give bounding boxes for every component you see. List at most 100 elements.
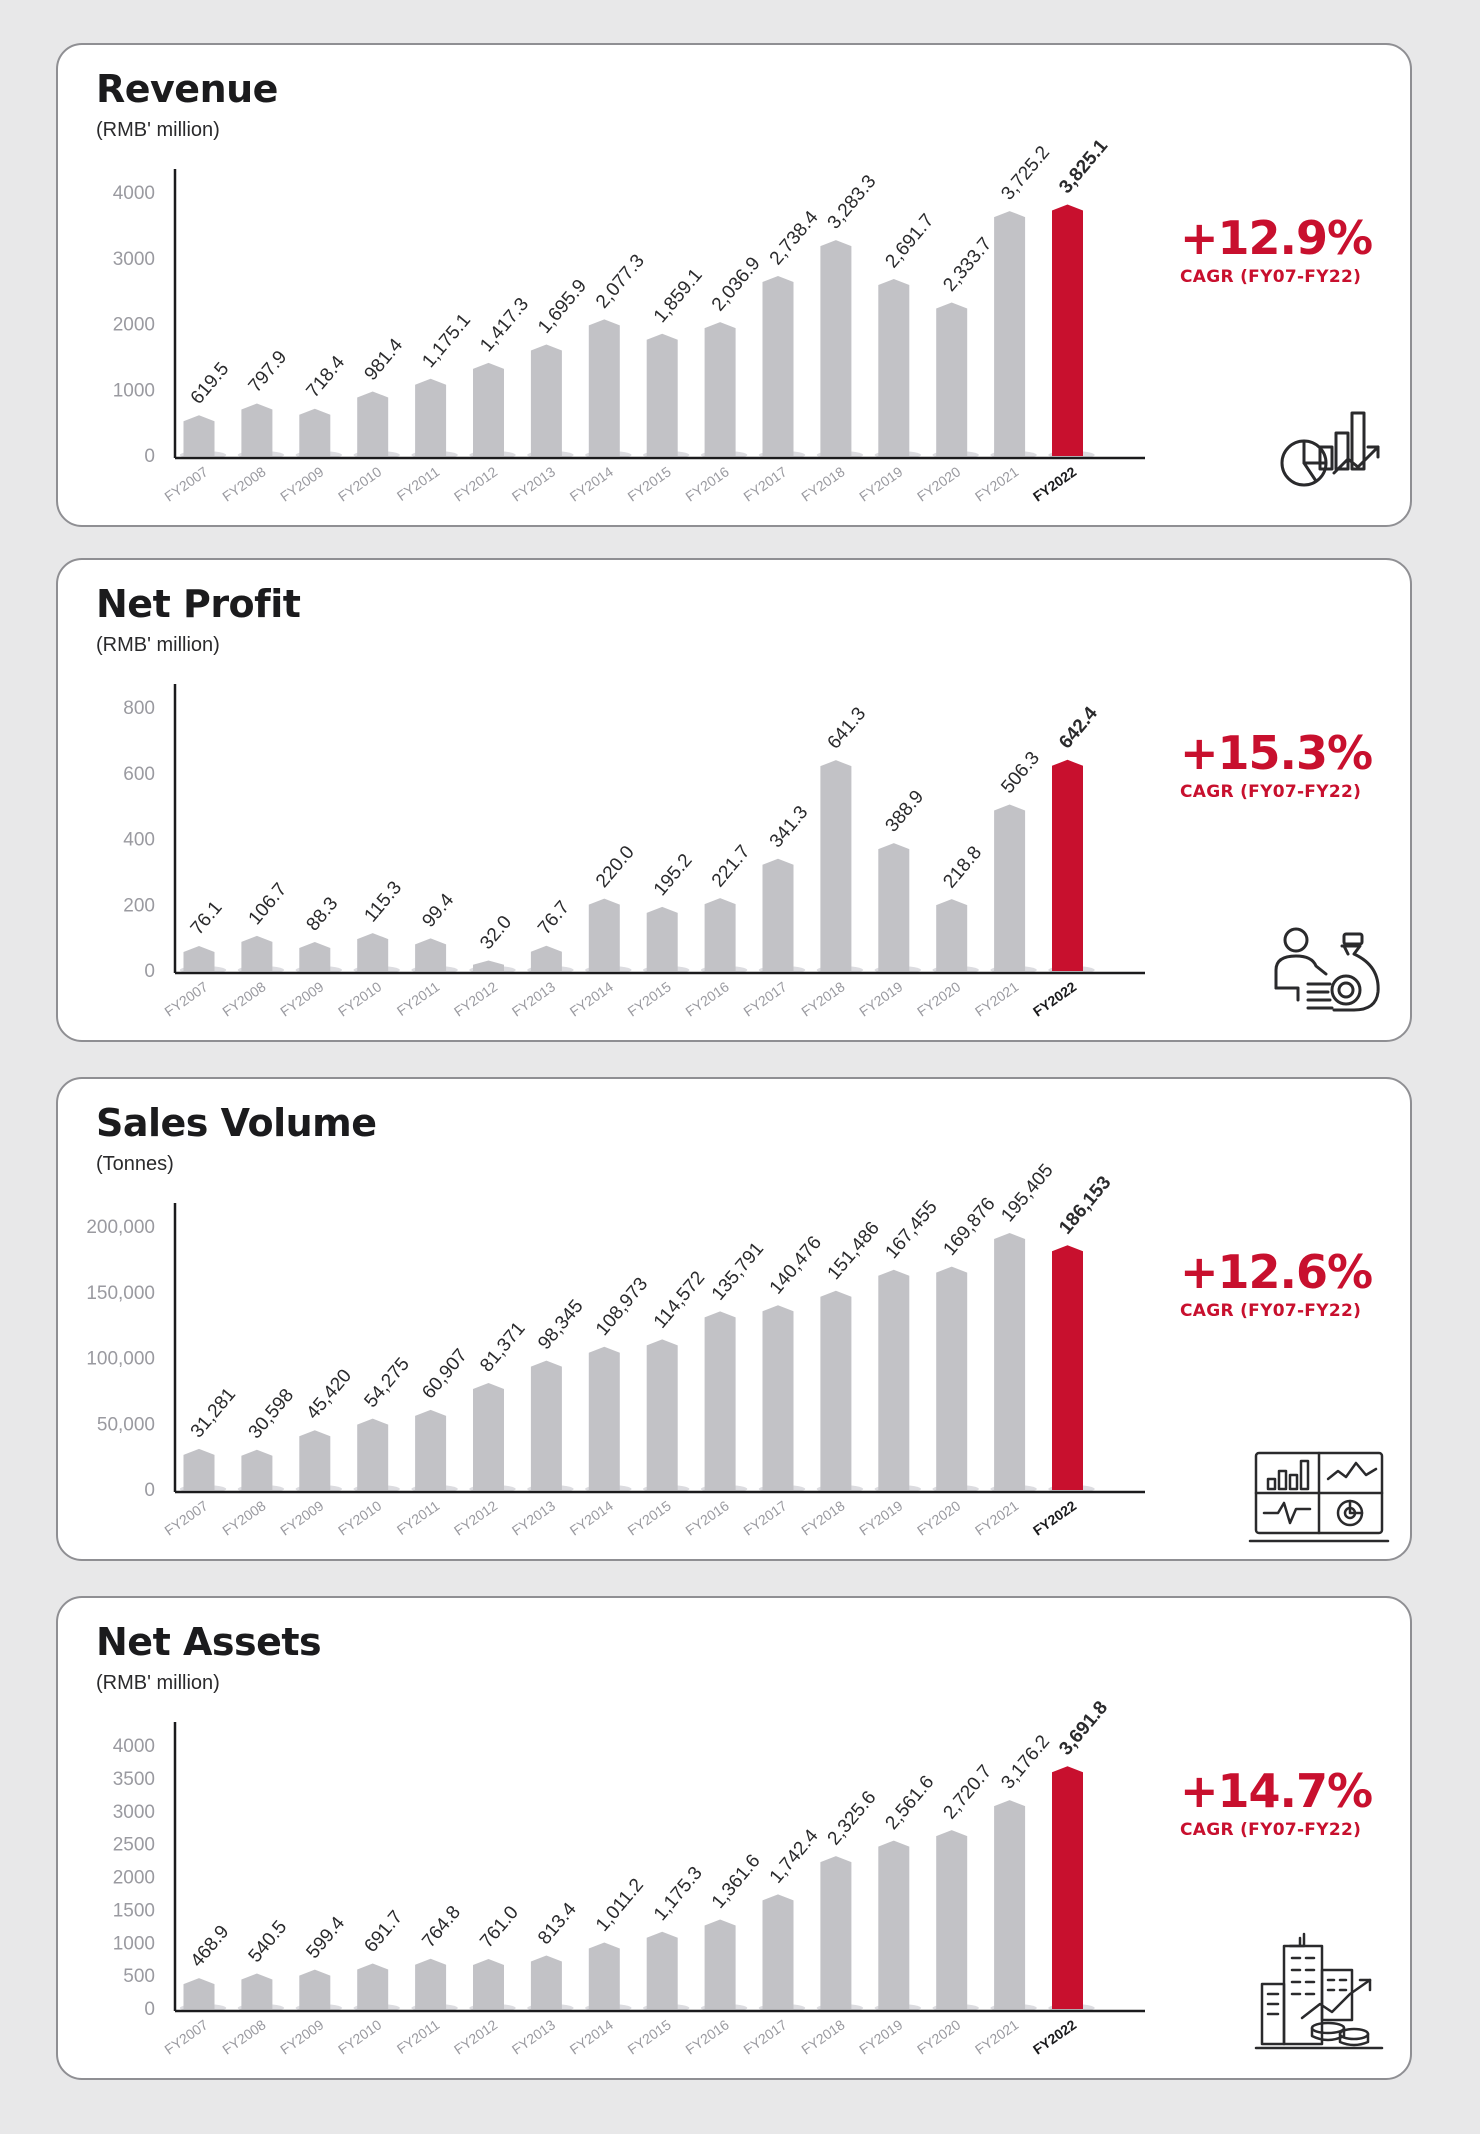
net-assets-title: Net Assets [96, 1620, 322, 1664]
value-label: 45,420 [303, 1365, 356, 1423]
value-label: 3,725.2 [997, 142, 1054, 204]
value-label: 220.0 [592, 842, 639, 892]
value-label: 135,791 [708, 1239, 768, 1305]
value-label: 54,275 [360, 1354, 413, 1412]
category-label: FY2012 [451, 978, 501, 1019]
bar [241, 403, 273, 456]
value-label: 31,281 [187, 1384, 240, 1442]
value-label: 76.1 [187, 897, 227, 939]
category-label: FY2015 [625, 463, 675, 504]
y-tick-label: 2000 [113, 1868, 155, 1889]
bar [762, 858, 794, 971]
value-label: 3,825.1 [1055, 135, 1112, 197]
category-label: FY2014 [567, 1497, 617, 1538]
value-label: 3,176.2 [997, 1731, 1054, 1793]
bar [183, 1448, 215, 1490]
net-profit-cagr-label: CAGR (FY07-FY22) [1180, 782, 1362, 802]
value-label: 115.3 [360, 877, 406, 926]
category-label: FY2009 [277, 463, 327, 504]
y-tick-label: 2500 [113, 1835, 155, 1856]
value-label: 981.4 [360, 334, 407, 384]
category-label: FY2020 [914, 978, 964, 1019]
category-label: FY2022 [1030, 2016, 1080, 2057]
category-label: FY2018 [798, 1497, 848, 1538]
y-tick-label: 3000 [113, 249, 155, 270]
bar [241, 1449, 273, 1490]
value-label: 2,077.3 [592, 251, 649, 313]
value-label: 1,859.1 [650, 265, 707, 327]
value-label: 1,361.6 [708, 1851, 765, 1913]
category-label: FY2019 [856, 463, 906, 504]
value-label: 218.8 [939, 842, 986, 892]
bar [994, 211, 1026, 456]
y-tick-label: 150,000 [86, 1283, 155, 1304]
bar [704, 1311, 736, 1490]
value-label: 2,325.6 [824, 1787, 881, 1849]
net-profit-cagr-value: +15.3% [1180, 726, 1373, 780]
bar [1052, 759, 1083, 971]
bar [530, 344, 562, 456]
category-label: FY2009 [277, 978, 327, 1019]
value-label: 764.8 [418, 1902, 465, 1952]
bar [704, 1919, 736, 2009]
bar [878, 1269, 910, 1490]
category-label: FY2022 [1030, 1497, 1080, 1538]
bar [530, 945, 562, 971]
value-label: 1,175.3 [650, 1863, 707, 1925]
category-label: FY2015 [625, 1497, 675, 1538]
y-tick-label: 50,000 [97, 1414, 155, 1435]
net-assets-cagr: +14.7% CAGR (FY07-FY22) [1180, 1768, 1400, 1840]
value-label: 98,345 [534, 1296, 587, 1354]
category-label: FY2010 [335, 2016, 385, 2057]
bar [415, 1409, 447, 1490]
bar [994, 804, 1026, 971]
category-label: FY2022 [1030, 463, 1080, 504]
bar [762, 1305, 794, 1490]
bar [936, 1266, 968, 1490]
revenue-title: Revenue [96, 67, 278, 111]
y-tick-label: 800 [123, 698, 155, 719]
category-label: FY2011 [394, 1497, 443, 1538]
category-label: FY2014 [567, 2016, 617, 2057]
category-label: FY2013 [509, 2016, 559, 2057]
bar [878, 279, 910, 456]
bar [1052, 1245, 1083, 1490]
category-label: FY2010 [335, 463, 385, 504]
value-label: 642.4 [1055, 703, 1102, 753]
category-label: FY2008 [219, 463, 269, 504]
value-label: 2,036.9 [708, 253, 765, 315]
y-tick-label: 500 [123, 1966, 155, 1987]
category-label: FY2011 [394, 978, 443, 1019]
category-label: FY2022 [1030, 978, 1080, 1019]
bar [1052, 204, 1083, 456]
category-label: FY2020 [914, 1497, 964, 1538]
bar [936, 302, 968, 456]
category-label: FY2012 [451, 463, 501, 504]
y-tick-label: 1000 [113, 380, 155, 401]
bar [415, 938, 447, 971]
value-label: 813.4 [534, 1898, 581, 1948]
bar [704, 322, 736, 456]
category-label: FY2021 [972, 978, 1022, 1019]
bar [299, 1430, 331, 1490]
value-label: 1,695.9 [534, 276, 591, 338]
revenue-unit: (RMB' million) [96, 119, 220, 141]
category-label: FY2021 [972, 463, 1022, 504]
value-label: 169,876 [939, 1194, 999, 1260]
value-label: 599.4 [303, 1913, 350, 1963]
value-label: 468.9 [187, 1921, 234, 1971]
y-tick-label: 0 [144, 1999, 155, 2020]
bar [1052, 1766, 1083, 2009]
sales-volume-cagr-value: +12.6% [1180, 1245, 1373, 1299]
bar [878, 1840, 910, 2009]
category-label: FY2019 [856, 2016, 906, 2057]
value-label: 76.7 [534, 897, 574, 939]
net-profit-title: Net Profit [96, 582, 301, 626]
y-tick-label: 4000 [113, 1736, 155, 1757]
bar [299, 941, 331, 971]
category-label: FY2007 [161, 463, 211, 504]
y-tick-label: 0 [144, 446, 155, 467]
net-profit-panel: Net Profit (RMB' million) 0 200 400 600 800 7… [56, 558, 1412, 1042]
net-assets-unit: (RMB' million) [96, 1672, 220, 1694]
bar [241, 1973, 273, 2009]
